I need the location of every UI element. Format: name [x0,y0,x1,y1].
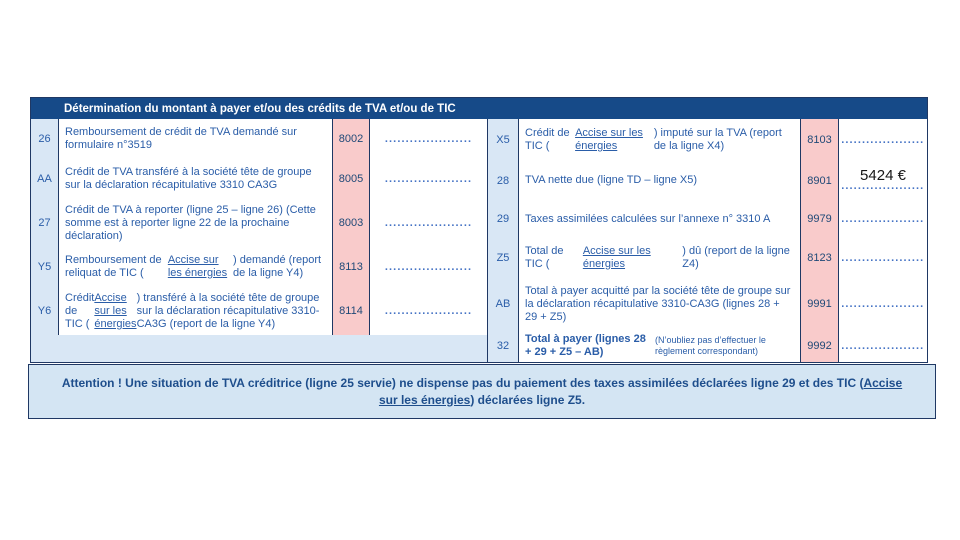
table-header: Détermination du montant à payer et/ou d… [31,98,927,119]
dots-placeholder: ..................... [384,173,473,185]
row-code: 9992 [801,330,839,362]
row-description: Remboursement de reliquat de TIC (Accise… [59,247,333,287]
row-value-field[interactable]: ..................... [370,199,487,247]
dots-placeholder: ..................... [841,340,925,352]
row-label: X5 [488,119,519,161]
dots-placeholder: ..................... [384,133,473,145]
row-label: Y5 [31,247,59,287]
dots-placeholder: ..................... [841,298,925,310]
row-description: Total à payer acquitté par la société tê… [519,278,801,330]
dots-placeholder: ..................... [384,217,473,229]
dots-placeholder: ..................... [841,134,925,146]
row-value-field[interactable]: ..................... [839,200,927,238]
dots-placeholder: ..................... [384,261,473,273]
row-label: AB [488,278,519,330]
table-left-section: 26 Remboursement de crédit de TVA demand… [31,119,487,362]
row-description: Taxes assimilées calculées sur l’annexe … [519,200,801,238]
dots-placeholder: ..................... [384,305,473,317]
table-body: 26 Remboursement de crédit de TVA demand… [31,119,927,362]
row-description: Crédit de TVA transféré à la société têt… [59,159,333,199]
row-value-field[interactable]: 5424 € ..................... [839,161,927,200]
table-title: Détermination du montant à payer et/ou d… [64,102,456,115]
row-code: 9979 [801,200,839,238]
row-value-field[interactable]: ..................... [370,287,487,335]
left-section-empty-strip [31,335,487,362]
row-label: 32 [488,330,519,362]
row-label: 26 [31,119,59,159]
row-value-field[interactable]: ..................... [370,247,487,287]
tva-determination-table: Détermination du montant à payer et/ou d… [30,97,928,363]
row-code: 8123 [801,238,839,278]
row-description: Crédit de TIC (Accise sur les énergies) … [59,287,333,335]
row-code: 8005 [333,159,370,199]
row-value-field[interactable]: ..................... [370,159,487,199]
attention-note-text: Attention ! Une situation de TVA créditr… [61,375,903,407]
row-code: 8114 [333,287,370,335]
row-code: 8003 [333,199,370,247]
row-value-field[interactable]: ..................... [839,238,927,278]
attention-note: Attention ! Une situation de TVA créditr… [28,364,936,419]
table-right-section: X5 Crédit de TIC (Accise sur les énergie… [487,119,927,362]
row-value-field[interactable]: ..................... [839,278,927,330]
row-label: 29 [488,200,519,238]
row-value-field[interactable]: ..................... [839,119,927,161]
row-value-field[interactable]: ..................... [839,330,927,362]
row-description: Total à payer (lignes 28 + 29 + Z5 – AB)… [519,330,801,362]
row-code: 9991 [801,278,839,330]
row-code: 8103 [801,119,839,161]
row-label: 27 [31,199,59,247]
dots-placeholder: ..................... [841,252,925,264]
row-code: 8901 [801,161,839,200]
dots-placeholder: ..................... [841,213,925,225]
tva-nette-due-amount: 5424 € [860,167,906,184]
row-description: Total de TIC (Accise sur les énergies) d… [519,238,801,278]
row-description: Crédit de TVA à reporter (ligne 25 – lig… [59,199,333,247]
dots-placeholder: ..................... [841,180,925,192]
row-label: AA [31,159,59,199]
row-code: 8113 [333,247,370,287]
row-description: Crédit de TIC (Accise sur les énergies) … [519,119,801,161]
row-label: Y6 [31,287,59,335]
row-code: 8002 [333,119,370,159]
row-description: TVA nette due (ligne TD – ligne X5) [519,161,801,200]
row-value-field[interactable]: ..................... [370,119,487,159]
row-description: Remboursement de crédit de TVA demandé s… [59,119,333,159]
row-label: 28 [488,161,519,200]
row-label: Z5 [488,238,519,278]
